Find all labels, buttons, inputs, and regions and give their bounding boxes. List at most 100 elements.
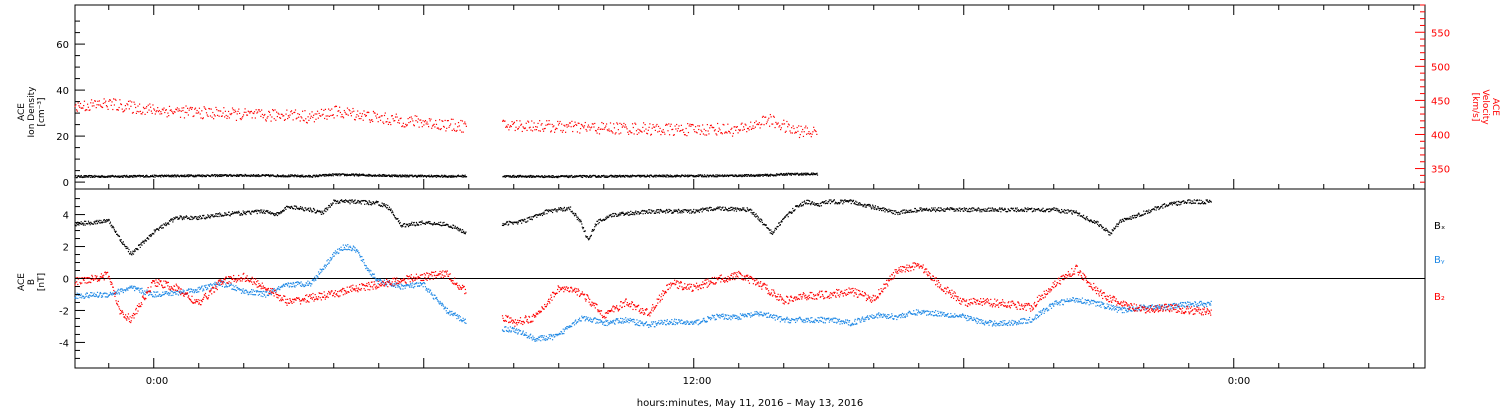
- by-point: [87, 296, 89, 298]
- by-point: [963, 314, 965, 316]
- by-point: [682, 322, 684, 325]
- bz-point: [386, 278, 388, 281]
- bz-point: [175, 283, 177, 285]
- density-point: [582, 176, 584, 179]
- by-point: [585, 316, 587, 318]
- by-point: [522, 331, 524, 333]
- density-point: [528, 176, 531, 178]
- bz-point: [136, 304, 139, 307]
- velocity-point: [695, 131, 697, 133]
- velocity-point: [577, 122, 579, 124]
- velocity-point: [761, 123, 763, 125]
- velocity-point: [526, 129, 528, 132]
- velocity-point: [698, 128, 700, 131]
- by-point: [1187, 301, 1189, 303]
- velocity-point: [544, 127, 546, 130]
- by-point: [135, 287, 137, 289]
- velocity-point: [674, 125, 676, 127]
- by-point: [1203, 305, 1205, 308]
- density-point: [532, 175, 535, 177]
- bz-point: [306, 294, 308, 296]
- density-point: [173, 176, 175, 178]
- bz-point: [347, 291, 349, 293]
- by-point: [536, 340, 538, 342]
- by-point: [371, 273, 374, 275]
- by-point: [410, 286, 412, 288]
- by-point: [612, 321, 614, 323]
- by-point: [1008, 320, 1010, 322]
- velocity-point: [656, 123, 658, 126]
- density-point: [798, 174, 801, 176]
- density-point: [343, 175, 346, 177]
- density-point: [797, 172, 799, 175]
- density-point: [76, 176, 78, 179]
- by-By-series: [74, 243, 1212, 342]
- by-point: [1095, 305, 1097, 307]
- by-point: [709, 316, 711, 319]
- bz-point: [335, 293, 338, 295]
- density-point: [622, 174, 625, 177]
- bz-point: [167, 281, 169, 284]
- bz-point: [388, 280, 391, 282]
- by-point: [997, 324, 999, 326]
- by-point: [1015, 322, 1017, 324]
- by-point: [564, 328, 566, 330]
- velocity-point: [422, 120, 424, 122]
- density-point: [214, 173, 216, 176]
- velocity-point: [299, 120, 301, 122]
- velocity-point: [360, 117, 362, 120]
- density-point: [373, 174, 375, 177]
- by-point: [619, 322, 621, 324]
- by-point: [855, 323, 857, 325]
- density-point: [800, 174, 802, 176]
- by-point: [623, 318, 625, 320]
- density-point: [794, 172, 796, 174]
- velocity-point: [550, 130, 553, 132]
- velocity-point: [235, 119, 238, 121]
- density-point: [101, 174, 103, 177]
- bz-point: [301, 300, 303, 302]
- bz-point: [221, 282, 223, 284]
- density-point: [676, 174, 679, 177]
- density-point: [798, 174, 800, 176]
- bz-point: [114, 292, 117, 294]
- by-point: [374, 278, 376, 280]
- velocity-point: [240, 118, 242, 121]
- by-point: [626, 320, 628, 323]
- density-point: [335, 173, 338, 176]
- by-point: [1081, 297, 1084, 299]
- density-point: [394, 174, 396, 176]
- density-point: [163, 175, 165, 177]
- by-point: [360, 255, 362, 258]
- velocity-point: [233, 111, 235, 114]
- bz-point: [168, 286, 171, 288]
- velocity-point: [679, 130, 681, 132]
- density-point: [86, 176, 88, 178]
- density-point: [80, 174, 82, 177]
- by-point: [96, 291, 99, 293]
- velocity-point: [725, 131, 727, 133]
- by-point: [94, 295, 96, 298]
- by-point: [1201, 302, 1203, 304]
- by-point: [371, 274, 373, 276]
- density-point: [403, 175, 405, 177]
- velocity-point: [414, 115, 416, 117]
- velocity-point: [631, 132, 633, 134]
- by-point: [1042, 309, 1044, 311]
- by-point: [270, 292, 272, 294]
- density-point: [248, 174, 250, 176]
- density-point: [675, 174, 677, 177]
- density-point: [324, 175, 326, 177]
- by-point: [1182, 305, 1184, 307]
- by-point: [317, 276, 319, 278]
- bz-point: [377, 280, 379, 282]
- by-point: [532, 335, 534, 337]
- by-point: [78, 293, 80, 295]
- bz-point: [271, 288, 274, 290]
- by-point: [571, 325, 573, 328]
- density-point: [221, 175, 223, 177]
- by-point: [617, 318, 619, 320]
- density-point: [769, 174, 771, 176]
- by-point: [818, 321, 820, 323]
- by-point: [359, 254, 361, 256]
